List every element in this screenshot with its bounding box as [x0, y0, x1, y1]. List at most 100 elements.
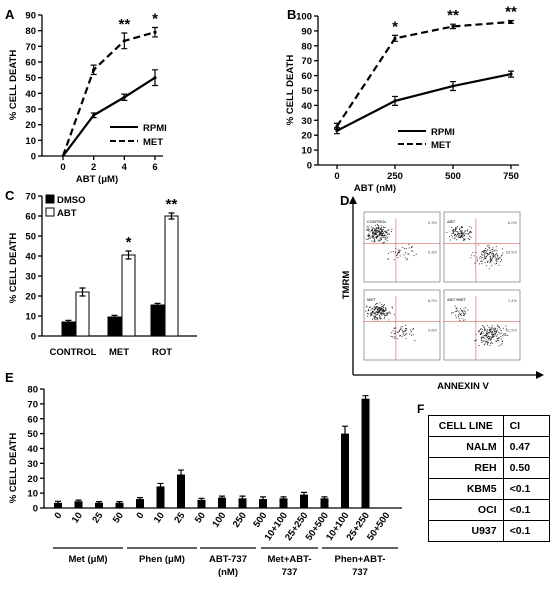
flow-event-dot: [497, 334, 499, 336]
flow-event-dot: [480, 339, 482, 341]
flow-event-dot: [453, 230, 455, 232]
flow-event-dot: [459, 232, 461, 234]
flow-event-dot: [369, 313, 372, 315]
panel-e-bar: [177, 474, 185, 508]
panel-e-group-label: Met+ABT-: [267, 554, 311, 565]
flow-event-dot: [366, 312, 369, 314]
flow-event-dot: [481, 336, 483, 338]
panel-b-legend: RPMI MET: [398, 127, 455, 151]
flow-event-dot: [390, 251, 392, 253]
panel-a-y-tick-label: 30: [25, 105, 36, 116]
flow-event-dot: [409, 333, 411, 335]
flow-event-dot: [382, 229, 384, 231]
flow-event-dot: [467, 238, 469, 240]
panel-e-error-bar: [157, 482, 164, 491]
flow-event-dot: [491, 259, 493, 261]
flow-event-dot: [388, 229, 390, 231]
flow-event-dot: [483, 253, 485, 255]
flow-event-dot: [371, 311, 373, 314]
flow-event-dot: [484, 337, 486, 339]
flow-event-dot: [495, 327, 497, 329]
flow-event-dot: [470, 254, 472, 256]
flow-event-dot: [475, 334, 477, 336]
flow-event-dot: [505, 325, 507, 327]
flow-event-dot: [482, 256, 484, 259]
flow-event-dot: [404, 257, 406, 259]
flow-event-dot: [474, 262, 476, 264]
panel-b-data-point: [393, 99, 397, 103]
flow-event-dot: [380, 226, 382, 229]
flow-event-dot: [493, 329, 495, 331]
flow-event-dot: [482, 335, 484, 337]
flow-event-dot: [379, 228, 381, 230]
flow-event-dot: [486, 341, 488, 343]
flow-event-dot: [453, 232, 455, 234]
panel-label-b: B: [287, 7, 296, 22]
flow-event-dot: [373, 230, 376, 232]
flow-event-dot: [480, 337, 482, 339]
panel-a-data-point: [153, 76, 157, 80]
flow-event-dot: [381, 229, 383, 231]
flow-event-dot: [391, 307, 393, 309]
panel-a-ylabel: % CELL DEATH: [8, 50, 19, 121]
flow-event-dot: [449, 236, 451, 238]
flow-event-dot: [385, 310, 387, 312]
flow-event-dot: [374, 236, 376, 238]
flow-event-dot: [380, 225, 382, 227]
flow-event-dot: [498, 337, 500, 339]
flow-event-dot: [489, 329, 491, 331]
flow-event-dot: [374, 312, 376, 314]
flow-event-dot: [490, 253, 493, 255]
flow-event-dot: [485, 333, 487, 335]
panel-a-significance-marker: **: [118, 16, 130, 33]
flow-event-dot: [453, 237, 455, 239]
flow-event-dot: [496, 328, 499, 330]
flow-event-dot: [486, 330, 488, 332]
flow-event-dot: [458, 310, 460, 312]
panel-c-significance-marker: **: [166, 196, 178, 213]
flow-event-dot: [480, 253, 483, 255]
flow-event-dot: [374, 319, 376, 321]
flow-event-dot: [405, 333, 407, 335]
flow-event-dot: [492, 255, 494, 257]
flow-plot-title: ABT: [447, 219, 456, 224]
flow-event-dot: [394, 336, 396, 338]
flow-event-dot: [505, 334, 507, 336]
flow-event-dot: [378, 308, 380, 310]
flow-event-dot: [371, 314, 373, 316]
flow-top-right-percent: 6.0%: [508, 220, 518, 225]
flow-event-dot: [481, 331, 483, 333]
flow-event-dot: [500, 330, 502, 332]
flow-event-dot: [373, 239, 376, 241]
flow-event-dot: [394, 330, 396, 332]
flow-event-dot: [398, 335, 400, 337]
flow-event-dot: [484, 249, 486, 252]
panel-a-data-point: [153, 30, 157, 34]
flow-event-dot: [494, 329, 496, 331]
panel-e-error-bar: [260, 496, 266, 502]
flow-event-dot: [376, 224, 378, 226]
panel-a-series-line-rpmi: [62, 76, 156, 157]
panel-a-y-tick-label: 90: [25, 11, 36, 22]
flow-event-dot: [500, 338, 502, 340]
flow-event-dot: [456, 239, 458, 241]
flow-event-dot: [383, 304, 385, 306]
flow-event-dot: [476, 259, 478, 261]
flow-event-dot: [491, 265, 493, 267]
flow-event-dot: [368, 238, 370, 240]
flow-event-dot: [384, 307, 386, 309]
flow-event-dot: [446, 231, 448, 233]
flow-event-dot: [376, 317, 378, 319]
flow-bottom-right-percent: 33.5%: [506, 250, 518, 255]
flow-event-dot: [497, 338, 499, 340]
flow-event-dot: [495, 341, 497, 343]
flow-event-dot: [389, 312, 392, 314]
cell-line-name: KBM5: [428, 478, 504, 500]
flow-event-dot: [399, 334, 401, 337]
flow-event-dot: [488, 247, 490, 249]
flow-event-dot: [495, 330, 497, 332]
flow-event-dot: [398, 251, 400, 253]
flow-event-dot: [397, 252, 399, 254]
flow-event-dot: [483, 337, 485, 339]
flow-event-dot: [499, 261, 501, 263]
